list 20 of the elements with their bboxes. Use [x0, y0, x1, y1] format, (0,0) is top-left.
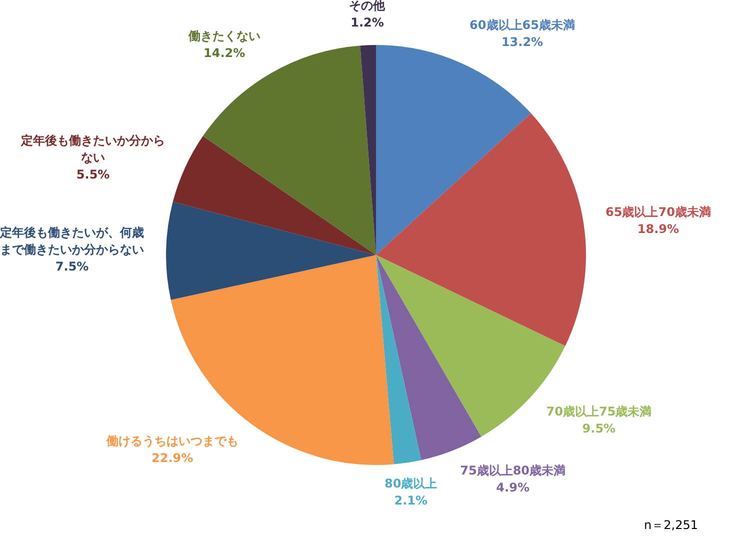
data-label: 14.2%	[203, 46, 246, 60]
slice-label: 60歳以上65歳未満	[470, 18, 575, 32]
text: n＝2,251	[644, 517, 698, 534]
data-label: 2.1%	[394, 493, 428, 508]
slice-label: 定年後も働きたいか分からない	[20, 134, 166, 165]
slice-label: 75歳以上80歳未満	[460, 463, 566, 478]
slice-label: 働けるうちはいつまでも	[105, 434, 238, 448]
data-label: 9.5%	[582, 422, 616, 436]
data-label: 5.5%	[76, 168, 110, 182]
data-label: 1.2%	[350, 15, 384, 30]
slice-label: 70歳以上75歳未満	[546, 404, 652, 419]
data-label: 18.9%	[637, 222, 680, 236]
data-label: 7.5%	[55, 259, 89, 274]
slice-label: 80歳以上	[384, 476, 438, 490]
slice-label: 働きたくない	[187, 29, 260, 44]
data-label: 4.9%	[496, 480, 530, 494]
slice-label: 65歳以上70歳未満	[606, 204, 711, 219]
data-label: 13.2%	[501, 34, 544, 49]
slice-label: 定年後も働きたいが、何歳まで働きたいか分からない	[0, 225, 144, 256]
data-label: 22.9%	[152, 450, 194, 465]
